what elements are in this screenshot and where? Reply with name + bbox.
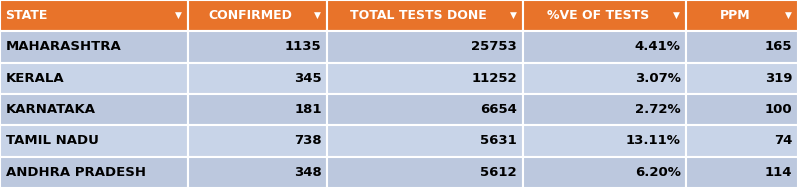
Text: PPM: PPM xyxy=(720,9,751,22)
Text: TOTAL TESTS DONE: TOTAL TESTS DONE xyxy=(350,9,487,22)
Text: 5631: 5631 xyxy=(480,134,517,148)
Bar xyxy=(0,125,188,157)
Text: 100: 100 xyxy=(764,103,792,116)
Text: ▼: ▼ xyxy=(510,11,516,20)
Bar xyxy=(327,157,523,188)
Text: MAHARASHTRA: MAHARASHTRA xyxy=(6,40,121,54)
Text: 348: 348 xyxy=(294,166,322,179)
Bar xyxy=(686,157,798,188)
Text: 4.41%: 4.41% xyxy=(635,40,681,54)
Text: KERALA: KERALA xyxy=(6,72,64,85)
Bar xyxy=(523,63,686,94)
Text: %VE OF TESTS: %VE OF TESTS xyxy=(547,9,649,22)
Text: 6654: 6654 xyxy=(480,103,517,116)
Bar xyxy=(0,31,188,63)
Text: ▼: ▼ xyxy=(674,11,680,20)
Text: STATE: STATE xyxy=(6,9,48,22)
Text: 25753: 25753 xyxy=(472,40,517,54)
Bar xyxy=(523,125,686,157)
Text: 11252: 11252 xyxy=(472,72,517,85)
Text: 165: 165 xyxy=(765,40,792,54)
Bar xyxy=(188,94,327,125)
Bar xyxy=(686,0,798,31)
Bar xyxy=(327,31,523,63)
Bar xyxy=(188,157,327,188)
Text: 181: 181 xyxy=(294,103,322,116)
Text: 345: 345 xyxy=(294,72,322,85)
Bar xyxy=(523,94,686,125)
Bar xyxy=(0,0,188,31)
Bar xyxy=(686,125,798,157)
Text: 5612: 5612 xyxy=(480,166,517,179)
Bar xyxy=(523,31,686,63)
Text: 1135: 1135 xyxy=(285,40,322,54)
Text: 74: 74 xyxy=(774,134,792,148)
Bar xyxy=(327,94,523,125)
Bar xyxy=(327,63,523,94)
Text: ▼: ▼ xyxy=(175,11,181,20)
Bar xyxy=(188,63,327,94)
Bar xyxy=(327,0,523,31)
Text: ▼: ▼ xyxy=(785,11,792,20)
Bar xyxy=(188,31,327,63)
Bar xyxy=(523,0,686,31)
Text: CONFIRMED: CONFIRMED xyxy=(208,9,293,22)
Bar xyxy=(686,63,798,94)
Bar xyxy=(523,157,686,188)
Bar xyxy=(188,125,327,157)
Text: ANDHRA PRADESH: ANDHRA PRADESH xyxy=(6,166,145,179)
Bar xyxy=(0,63,188,94)
Bar xyxy=(0,157,188,188)
Text: 3.07%: 3.07% xyxy=(635,72,681,85)
Text: ▼: ▼ xyxy=(314,11,321,20)
Bar xyxy=(327,125,523,157)
Bar xyxy=(686,94,798,125)
Text: 13.11%: 13.11% xyxy=(626,134,681,148)
Text: TAMIL NADU: TAMIL NADU xyxy=(6,134,98,148)
Text: 319: 319 xyxy=(765,72,792,85)
Bar xyxy=(0,94,188,125)
Text: 2.72%: 2.72% xyxy=(635,103,681,116)
Text: 114: 114 xyxy=(765,166,792,179)
Bar xyxy=(188,0,327,31)
Text: KARNATAKA: KARNATAKA xyxy=(6,103,96,116)
Text: 738: 738 xyxy=(294,134,322,148)
Bar xyxy=(686,31,798,63)
Text: 6.20%: 6.20% xyxy=(635,166,681,179)
